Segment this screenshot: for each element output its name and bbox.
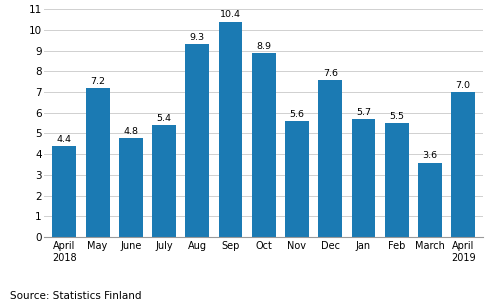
Text: 3.6: 3.6 [423, 151, 437, 161]
Text: 8.9: 8.9 [256, 42, 271, 50]
Bar [252, 53, 276, 237]
Bar [418, 163, 442, 237]
Bar [385, 123, 409, 237]
Text: 5.4: 5.4 [157, 114, 172, 123]
Bar [185, 44, 209, 237]
Text: 10.4: 10.4 [220, 10, 241, 19]
Bar [52, 146, 76, 237]
Text: 7.6: 7.6 [323, 68, 338, 78]
Bar [451, 92, 475, 237]
Bar [152, 125, 176, 237]
Text: 7.2: 7.2 [90, 77, 105, 86]
Text: 5.6: 5.6 [289, 110, 305, 119]
Bar [318, 80, 342, 237]
Text: 5.5: 5.5 [389, 112, 404, 121]
Text: 7.0: 7.0 [456, 81, 471, 90]
Text: Source: Statistics Finland: Source: Statistics Finland [10, 291, 141, 301]
Text: 4.4: 4.4 [57, 135, 72, 144]
Bar [119, 138, 143, 237]
Text: 5.7: 5.7 [356, 108, 371, 117]
Bar [86, 88, 109, 237]
Bar [352, 119, 376, 237]
Bar [218, 22, 243, 237]
Text: 4.8: 4.8 [123, 126, 139, 136]
Text: 9.3: 9.3 [190, 33, 205, 42]
Bar [285, 121, 309, 237]
